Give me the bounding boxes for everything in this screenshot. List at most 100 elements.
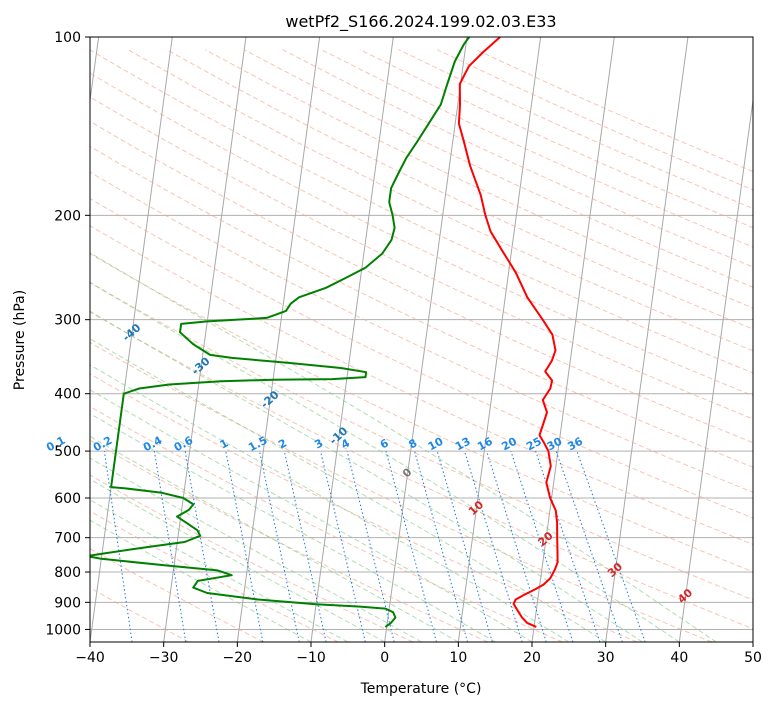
chart-title: wetPf2_S166.2024.199.02.03.E33 (285, 12, 556, 32)
moist-adiabat (90, 252, 717, 642)
mixing-ratio-line (510, 450, 574, 642)
dry-adiabat (90, 587, 190, 642)
isotherm-label: 40 (675, 586, 695, 606)
isotherm-label: 0 (400, 465, 415, 480)
mixing-ratio-line (436, 450, 493, 642)
x-tick-label: 30 (597, 650, 615, 666)
isotherm-line (90, 37, 173, 642)
background-lines (90, 37, 753, 642)
x-axis-label: Temperature (°C) (360, 681, 482, 697)
moist-adiabat (90, 310, 643, 642)
mixing-ratio-line (576, 450, 646, 642)
mixing-ratio-line (385, 450, 437, 642)
mixing-ratio-line (414, 450, 468, 642)
dry-adiabat (90, 281, 753, 601)
mixing-ratio-line (555, 450, 623, 642)
mixing-ratio-line (535, 450, 601, 642)
dry-adiabat (90, 341, 712, 642)
mixing-ratio-line (486, 450, 547, 642)
dry-adiabat (90, 225, 753, 546)
x-tick-label: 20 (523, 650, 541, 666)
dry-adiabat (282, 49, 753, 268)
moist-adiabat (90, 435, 459, 642)
dry-adiabat (90, 405, 563, 642)
moist-adiabat (90, 412, 496, 642)
isotherm-line (384, 37, 468, 642)
mixing-ratio-label: 6 (378, 436, 391, 451)
dry-adiabat (475, 49, 753, 172)
x-tick-label: −20 (223, 650, 253, 666)
isotherm-label: -60 (0, 241, 7, 264)
mixing-ratio-line (153, 451, 187, 642)
mixing-ratio-label: 4 (339, 436, 352, 451)
moist-adiabat (90, 364, 570, 642)
dry-adiabat (359, 49, 753, 229)
moist-adiabat (90, 281, 680, 642)
dry-adiabat (90, 171, 753, 493)
y-tick-label: 800 (54, 565, 81, 581)
moist-adiabat (90, 457, 422, 642)
dry-adiabat (436, 49, 753, 191)
y-tick-label: 900 (54, 595, 81, 611)
y-axis-label: Pressure (hPa) (12, 290, 28, 390)
mixing-ratio-label: 25 (524, 435, 544, 454)
moist-adiabat (90, 478, 385, 642)
y-tick-label: 100 (54, 30, 81, 46)
dry-adiabat (90, 145, 753, 468)
mixing-ratio-line (259, 451, 300, 642)
mixing-ratio-line (184, 451, 220, 642)
isotherm-line (457, 37, 542, 642)
series-layer (90, 37, 559, 628)
mixing-ratio-line (464, 450, 523, 642)
plot-frame (89, 36, 754, 643)
x-tick-label: 50 (744, 650, 762, 666)
dry-adiabat (90, 253, 753, 573)
moist-adiabat (90, 499, 349, 642)
dry-adiabat (127, 49, 753, 352)
isotherm-line (236, 37, 321, 642)
dry-adiabat (398, 49, 753, 210)
mixing-ratio-label: 10 (426, 435, 446, 454)
mixing-ratio-label: 16 (475, 435, 495, 454)
dry-adiabat (90, 510, 339, 642)
dewpoint-profile-line (90, 37, 471, 628)
mixing-ratio-line (283, 450, 327, 642)
y-tick-label: 400 (54, 387, 81, 403)
dry-adiabat (320, 49, 753, 248)
isotherm-line (678, 96, 753, 642)
x-tick-label: 10 (449, 650, 467, 666)
mixing-ratio-label: 30 (545, 435, 565, 454)
mixing-ratio-label: 3 (312, 436, 325, 451)
dry-adiabat (90, 96, 753, 420)
dry-adiabat (90, 548, 264, 642)
moist-adiabat (90, 338, 606, 642)
isotherm-label: -50 (51, 288, 75, 311)
temperature-profile-line (457, 37, 559, 628)
mixing-ratio-label: 20 (499, 435, 519, 454)
mixing-ratio-label: 36 (565, 435, 585, 454)
mixing-ratio-line (103, 451, 133, 642)
isotherm-line (531, 37, 615, 642)
isotherm-line (752, 638, 753, 642)
dry-adiabat (90, 49, 753, 374)
dry-adiabat (90, 72, 753, 397)
y-tick-label: 700 (54, 531, 81, 547)
mixing-ratio-line (225, 451, 264, 642)
y-tick-label: 1000 (45, 622, 81, 638)
mixing-ratio-label: 13 (453, 435, 473, 454)
dry-adiabat (90, 197, 753, 519)
dry-adiabat (90, 311, 753, 630)
y-tick-label: 300 (54, 313, 81, 329)
x-tick-label: −10 (296, 650, 326, 666)
x-tick-label: −30 (149, 650, 179, 666)
x-axis: −40 −30 −20 −10 0 10 20 30 40 50 (75, 642, 762, 666)
x-tick-label: 40 (670, 650, 688, 666)
isotherm-line (163, 37, 247, 642)
y-tick-label: 600 (54, 491, 81, 507)
y-tick-label: 200 (54, 208, 81, 224)
mixing-ratio-line (346, 450, 395, 642)
x-tick-label: −40 (75, 650, 105, 666)
mixing-ratio-line (320, 450, 366, 642)
